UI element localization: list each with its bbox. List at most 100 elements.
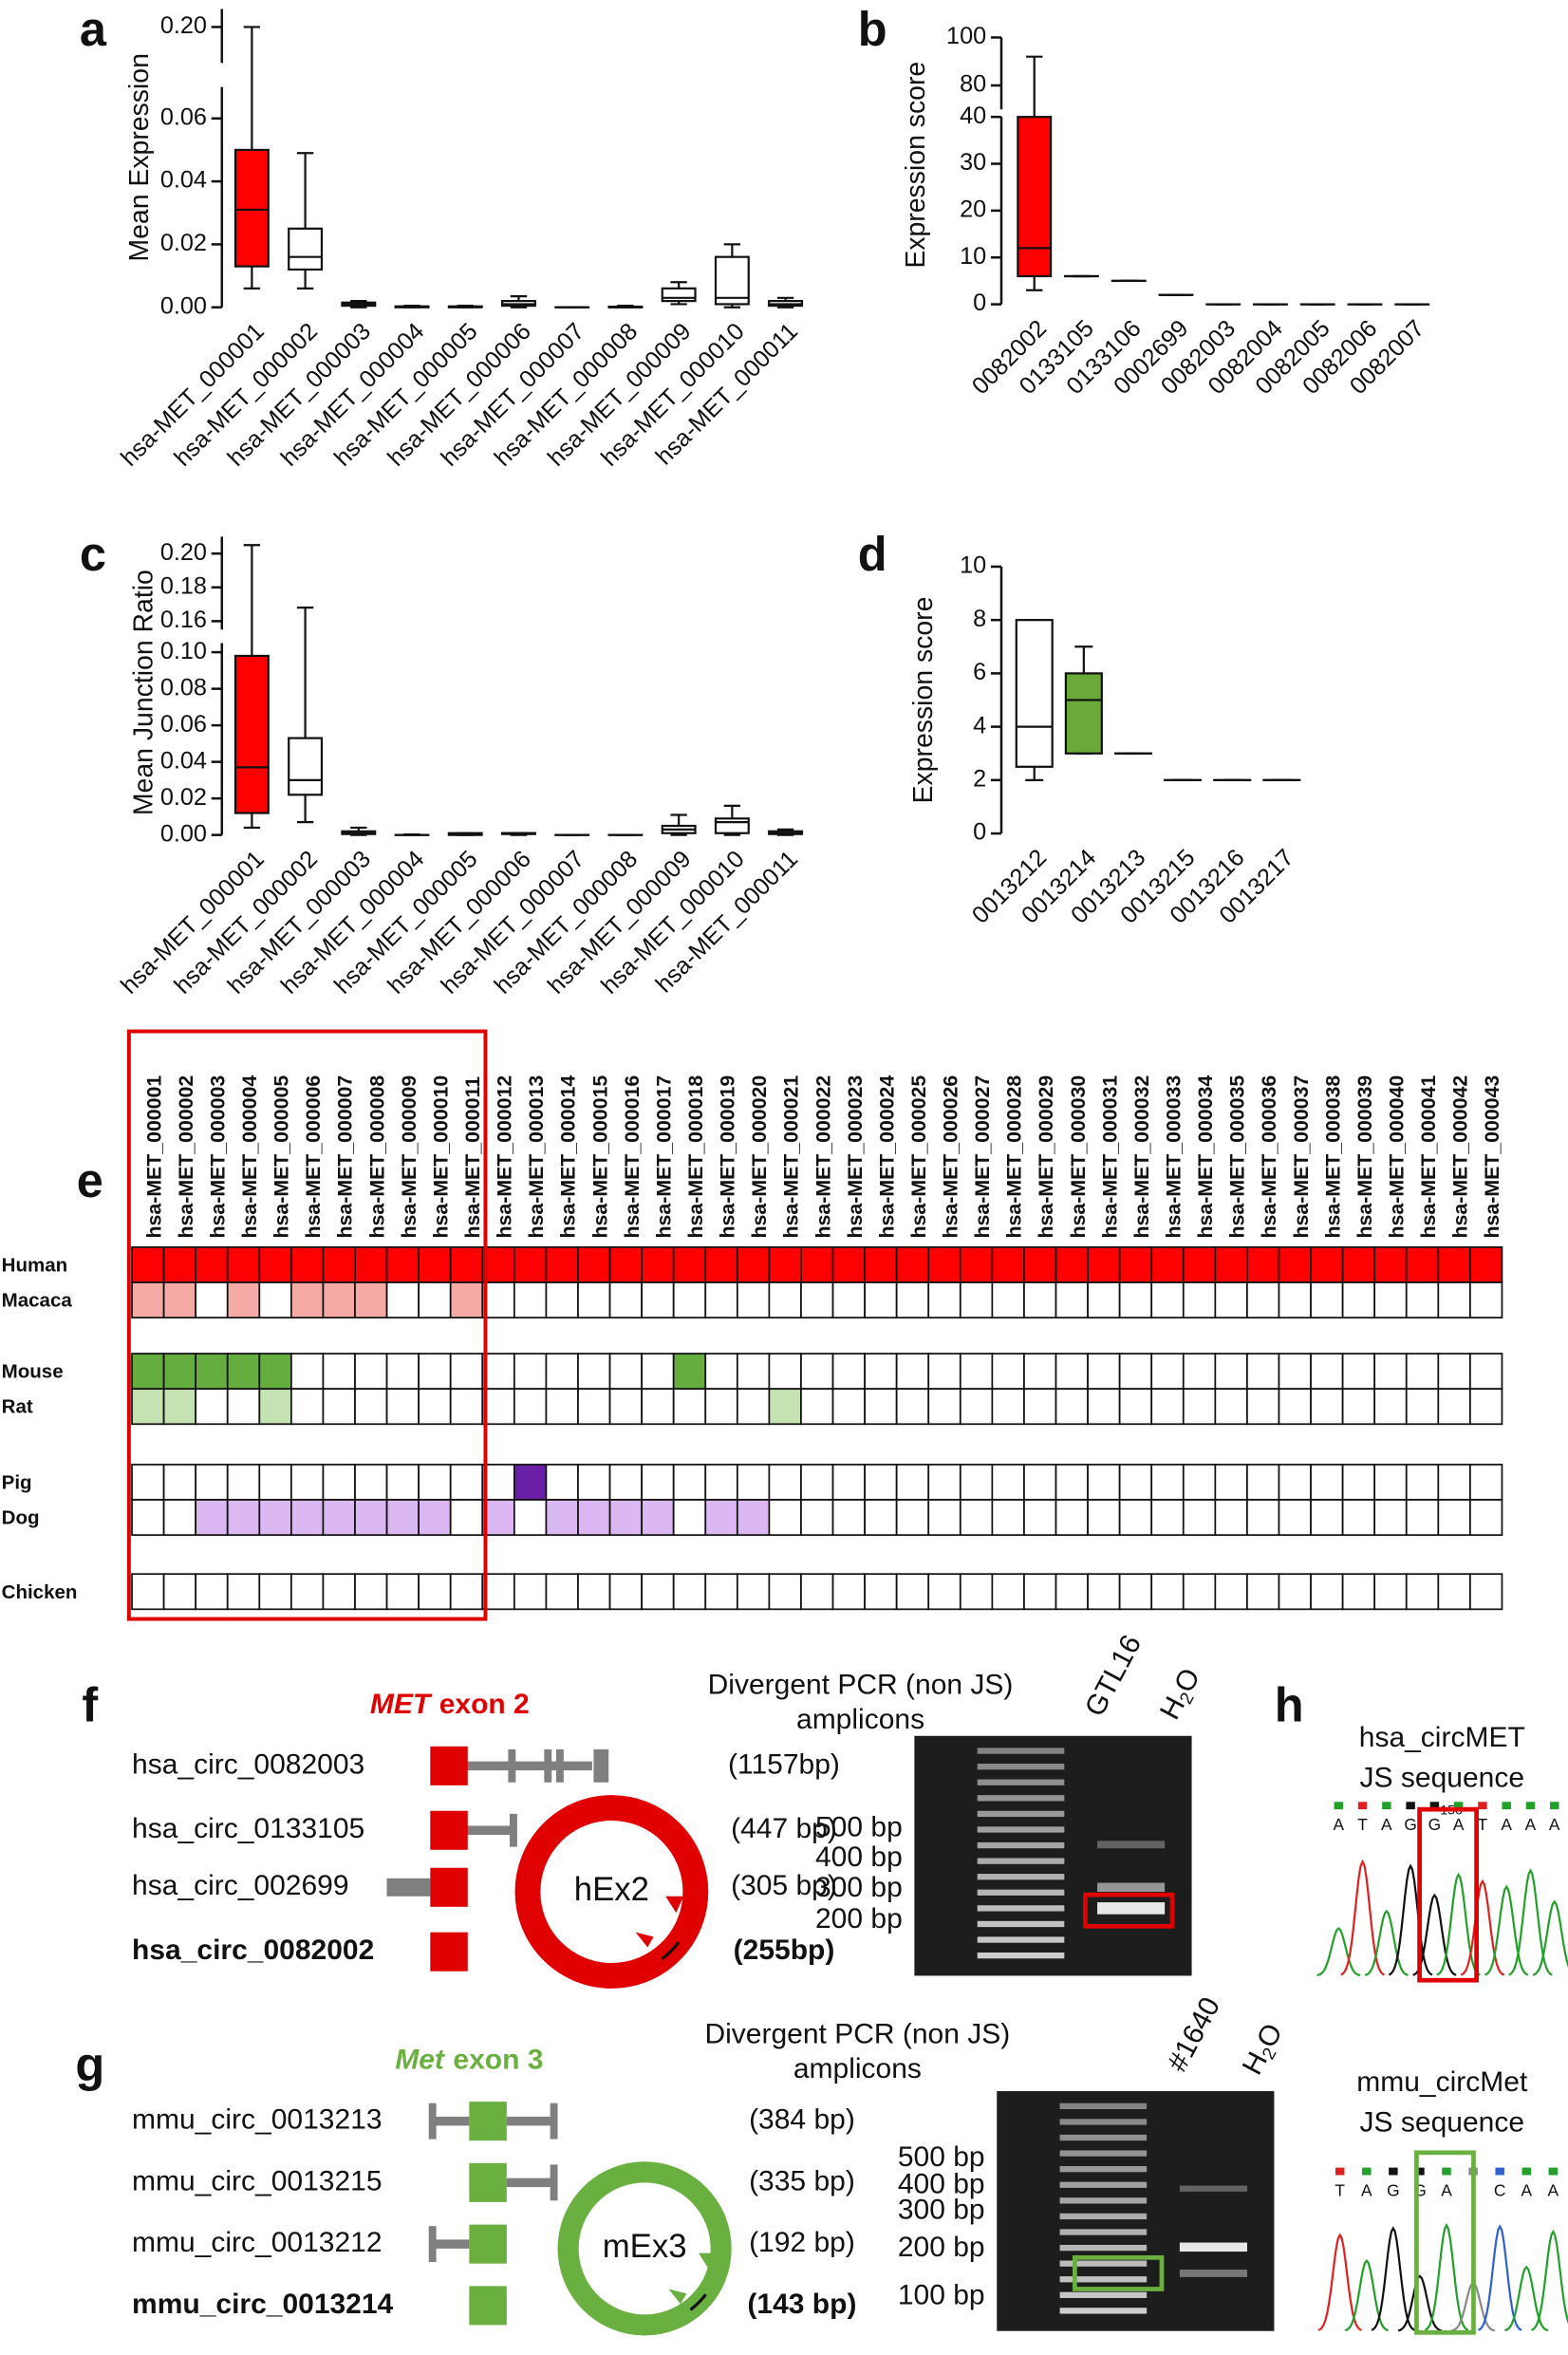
row-label: Mouse <box>2 1361 64 1383</box>
cell <box>1437 1499 1471 1537</box>
cell <box>385 1573 420 1611</box>
column-label: hsa-MET_000031 <box>1098 1075 1121 1239</box>
circle-label: hEx2 <box>574 1872 649 1908</box>
cell <box>641 1499 675 1537</box>
base-letter: A <box>1501 1815 1512 1834</box>
ladder-label: 200 bp <box>815 1903 903 1934</box>
panel-label: h <box>1275 1678 1304 1732</box>
cell <box>481 1388 515 1426</box>
cell <box>864 1281 898 1319</box>
cell <box>1087 1499 1121 1537</box>
panel-label: a <box>80 2 107 56</box>
cell <box>513 1281 548 1319</box>
water-part: O <box>1251 2019 1289 2053</box>
cell <box>608 1388 643 1426</box>
y-tick-label: 100 <box>946 23 986 49</box>
cell <box>641 1388 675 1426</box>
cell <box>1437 1464 1471 1501</box>
base-call <box>1334 1802 1344 1810</box>
base-letter: A <box>1381 1815 1392 1834</box>
cell <box>162 1281 197 1319</box>
primer <box>665 1896 684 1914</box>
cell <box>641 1353 675 1391</box>
transcript-name: hsa_circ_002699 <box>132 1870 349 1901</box>
cell <box>1214 1353 1248 1391</box>
cell <box>1278 1499 1312 1537</box>
cell <box>1278 1281 1312 1319</box>
cell <box>895 1246 930 1283</box>
cell <box>131 1388 165 1426</box>
gene-title: MET exon 2 <box>370 1689 530 1720</box>
cell <box>1214 1573 1248 1611</box>
cell <box>449 1464 484 1501</box>
pcr-title: Divergent PCR (non JS) <box>708 1670 1014 1701</box>
cell <box>1437 1246 1471 1283</box>
column-label: hsa-MET_000037 <box>1290 1075 1313 1239</box>
cell <box>131 1353 165 1391</box>
sample-band <box>1179 2269 1247 2277</box>
cell <box>927 1499 961 1537</box>
ladder-band <box>977 1748 1065 1754</box>
cell <box>1341 1464 1376 1501</box>
base-call <box>1389 2167 1398 2176</box>
column-label: hsa-MET_000023 <box>844 1075 867 1239</box>
cell <box>545 1464 579 1501</box>
cell <box>354 1388 388 1426</box>
base-letter: G <box>1387 2180 1400 2199</box>
box <box>661 287 697 303</box>
exon <box>469 2162 507 2202</box>
ladder-band <box>977 1810 1065 1818</box>
y-tick-label: 0.02 <box>160 784 207 811</box>
trace-peak <box>1508 1868 1553 1976</box>
trace-peak <box>1436 1872 1481 1976</box>
cell <box>1246 1499 1280 1537</box>
cell <box>1437 1388 1471 1426</box>
cell <box>608 1353 643 1391</box>
cell <box>1278 1353 1312 1391</box>
cell <box>131 1281 165 1319</box>
trace-peak <box>1484 1884 1529 1976</box>
cell <box>1182 1464 1217 1501</box>
trace-peak <box>1364 1909 1409 1976</box>
seq-title: JS sequence <box>1360 1762 1524 1793</box>
cell <box>577 1388 611 1426</box>
cell <box>704 1573 738 1611</box>
cell <box>354 1499 388 1537</box>
cell <box>1150 1573 1185 1611</box>
cell <box>991 1246 1025 1283</box>
water-label: H2O <box>1237 2019 1292 2082</box>
cell <box>1182 1246 1217 1283</box>
intron <box>508 1748 516 1783</box>
cell <box>1118 1353 1153 1391</box>
cell <box>1214 1281 1248 1319</box>
cell <box>131 1246 165 1283</box>
cell <box>1246 1246 1280 1283</box>
box <box>714 817 750 834</box>
cell <box>1405 1353 1440 1391</box>
y-tick-label: 40 <box>960 103 986 129</box>
cell <box>322 1499 356 1537</box>
cell <box>672 1281 707 1319</box>
row-label: Macaca <box>2 1290 73 1312</box>
y-tick-label: 2 <box>973 766 986 793</box>
circrna <box>514 1795 709 1989</box>
cell <box>1087 1573 1121 1611</box>
y-tick-label: 4 <box>973 712 986 738</box>
cell <box>991 1388 1025 1426</box>
cell <box>289 1388 325 1426</box>
circle-label: mEx3 <box>603 2229 687 2265</box>
ladder-band <box>1059 2213 1148 2220</box>
exon <box>430 1746 468 1785</box>
cell <box>1469 1281 1503 1319</box>
cell <box>322 1464 356 1501</box>
cell <box>1150 1353 1185 1391</box>
cell <box>1118 1499 1153 1537</box>
cell <box>418 1573 452 1611</box>
cell <box>289 1353 325 1391</box>
column-label: hsa-MET_000002 <box>175 1075 197 1239</box>
cell <box>800 1281 834 1319</box>
cell <box>736 1499 771 1537</box>
cell <box>1341 1353 1376 1391</box>
cell <box>991 1281 1025 1319</box>
